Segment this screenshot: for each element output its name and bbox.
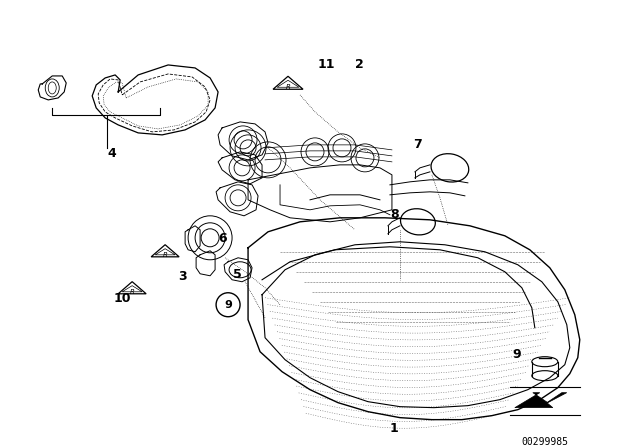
Text: 9: 9	[224, 300, 232, 310]
Text: R: R	[130, 289, 134, 295]
Text: 3: 3	[178, 270, 187, 283]
Text: 7: 7	[413, 138, 422, 151]
Text: 2: 2	[355, 58, 364, 71]
Text: 9: 9	[513, 348, 522, 361]
Text: 00299985: 00299985	[522, 437, 568, 447]
Text: 10: 10	[113, 292, 131, 305]
Text: R: R	[285, 84, 291, 90]
Text: R: R	[163, 252, 168, 258]
Polygon shape	[515, 392, 567, 408]
Text: 4: 4	[107, 147, 116, 160]
Text: 5: 5	[233, 268, 242, 281]
Text: 11: 11	[318, 58, 335, 71]
Text: 8: 8	[390, 208, 399, 221]
Text: 1: 1	[390, 422, 399, 435]
Text: 6: 6	[218, 232, 227, 245]
